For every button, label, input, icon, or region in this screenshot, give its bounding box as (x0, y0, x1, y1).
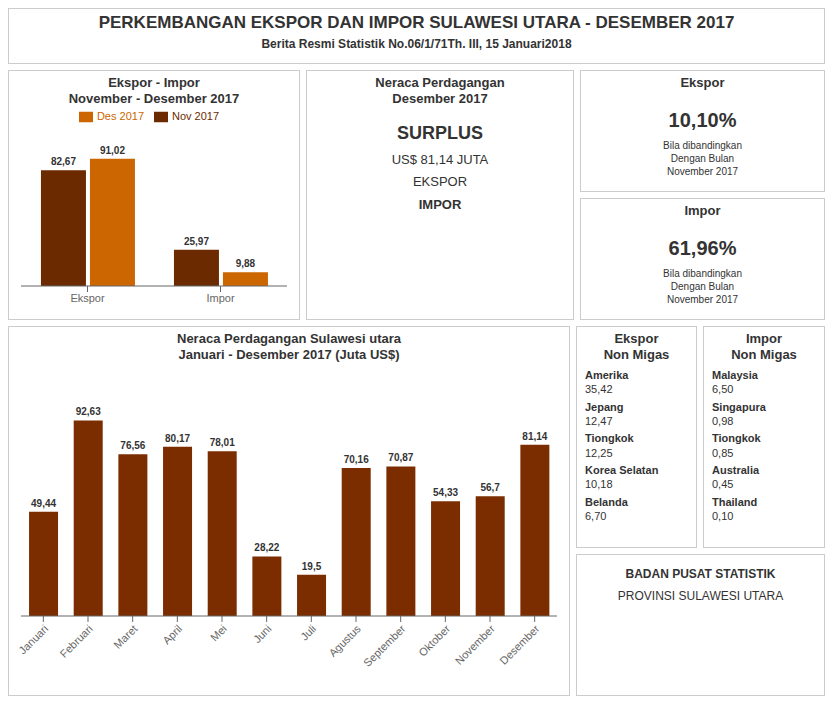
html-text:Jepang: Jepang (585, 400, 624, 413)
svg-text:76,56: 76,56 (120, 441, 145, 452)
html-text:Thailand: Thailand (712, 495, 758, 508)
svg-text:Juli: Juli (298, 623, 318, 643)
html-text:Impor: Impor (684, 203, 721, 218)
html-text:12,47: 12,47 (585, 415, 613, 428)
html-text:35,42: 35,42 (585, 383, 613, 396)
html-text:61,96%: 61,96% (668, 236, 737, 259)
svg-text:Desember: Desember (497, 622, 542, 667)
svg-text:Ekspor: Ekspor (70, 292, 105, 304)
svg-text:80,17: 80,17 (165, 433, 190, 444)
html-text:0,10: 0,10 (712, 509, 734, 522)
html-text:EKSPOR: EKSPOR (412, 174, 468, 190)
svg-text:Januari: Januari (16, 623, 50, 657)
html-text:US$ 81,14 JUTA: US$ 81,14 JUTA (391, 151, 489, 167)
svg-text:Mei: Mei (208, 623, 229, 644)
html-text:Neraca Perdagangan Sulawesi ut: Neraca Perdagangan Sulawesi utara Januar… (177, 331, 401, 362)
html-text:Amerika: Amerika (585, 369, 629, 382)
svg-text:November: November (453, 622, 498, 667)
html-text:Malaysia: Malaysia (712, 369, 758, 382)
svg-text:70,16: 70,16 (344, 454, 369, 465)
html-text:0,85: 0,85 (712, 446, 734, 459)
html-text:Australia: Australia (712, 464, 760, 476)
svg-text:April: April (160, 623, 184, 647)
svg-text:81,14: 81,14 (522, 431, 547, 442)
html-text:PROVINSI SULAWESI UTARA: PROVINSI SULAWESI UTARA (617, 588, 784, 603)
html-text:Ekspor: Ekspor (680, 75, 725, 90)
svg-text:78,01: 78,01 (210, 437, 235, 448)
html-text:12,25: 12,25 (585, 446, 613, 459)
html-text:Des 2017: Des 2017 (96, 110, 144, 123)
svg-text:70,87: 70,87 (388, 453, 413, 464)
svg-text:Agustus: Agustus (326, 622, 363, 659)
html-text:Korea Selatan: Korea Selatan (585, 464, 659, 476)
html-text:Ekspor - Impor November - Dese: Ekspor - Impor November - Desember 2017 (68, 75, 240, 106)
html-text:Tiongkok: Tiongkok (712, 432, 761, 445)
svg-text:Maret: Maret (111, 623, 139, 651)
html-text:0,98: 0,98 (712, 415, 734, 428)
svg-text:54,33: 54,33 (433, 487, 458, 498)
svg-text:9,88: 9,88 (236, 258, 256, 269)
svg-text:92,63: 92,63 (76, 407, 101, 418)
html-text:Belanda: Belanda (585, 495, 628, 508)
svg-text:Februari: Februari (57, 623, 94, 660)
html-text:0,45: 0,45 (712, 478, 734, 491)
html-text:10,18: 10,18 (585, 478, 613, 491)
svg-text:19,5: 19,5 (302, 561, 322, 572)
html-text:Bila dibandingkan Dengan Bulan: Bila dibandingkan Dengan Bulan November … (663, 139, 742, 177)
svg-text:Juni: Juni (251, 623, 274, 646)
html-text:PERKEMBANGAN EKSPOR DAN IMPOR: PERKEMBANGAN EKSPOR DAN IMPOR SULAWESI U… (98, 13, 735, 32)
html-text:6,70: 6,70 (585, 509, 607, 522)
html-text:Impor Non Migas: Impor Non Migas (731, 331, 797, 362)
html-text:Neraca Perdagangan Desember 20: Neraca Perdagangan Desember 2017 (375, 75, 505, 106)
svg-text:25,97: 25,97 (184, 236, 209, 247)
html-text:Berita Resmi Statistik No.06/1: Berita Resmi Statistik No.06/1/71Th. III… (261, 37, 572, 52)
svg-text:28,22: 28,22 (254, 543, 279, 554)
html-text:Tiongkok: Tiongkok (585, 432, 634, 445)
html-text:Nov 2017: Nov 2017 (172, 110, 220, 123)
html-text:10,10%: 10,10% (668, 108, 737, 131)
svg-text:91,02: 91,02 (100, 145, 125, 156)
html-text:6,50: 6,50 (712, 383, 734, 396)
html-text:Singapura: Singapura (712, 400, 766, 413)
svg-text:49,44: 49,44 (31, 498, 56, 509)
html-text:SURPLUS: SURPLUS (397, 123, 483, 144)
html-text:BADAN PUSAT STATISTIK: BADAN PUSAT STATISTIK (625, 567, 776, 581)
html-text:IMPOR: IMPOR (418, 197, 462, 213)
svg-text:Impor: Impor (206, 292, 234, 304)
svg-text:56,7: 56,7 (480, 482, 500, 493)
svg-text:September: September (361, 622, 408, 669)
html-text:Ekspor Non Migas: Ekspor Non Migas (603, 331, 670, 362)
html-text:Bila dibandingkan Dengan Bulan: Bila dibandingkan Dengan Bulan November … (663, 267, 742, 305)
svg-text:Oktober: Oktober (416, 622, 452, 658)
svg-text:82,67: 82,67 (51, 157, 76, 168)
